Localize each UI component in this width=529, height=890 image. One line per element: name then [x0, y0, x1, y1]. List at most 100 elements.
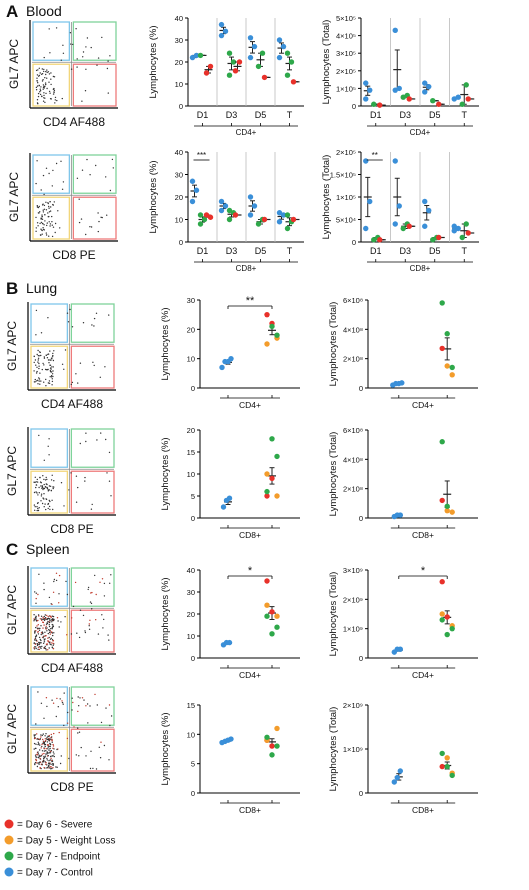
y-tick-label: 5: [191, 760, 195, 769]
flow-event-dot: [36, 625, 38, 627]
flow-event-dot: [35, 602, 37, 604]
y-tick-label: 1×10⁹: [343, 625, 363, 634]
flow-event-dot: [70, 43, 72, 45]
flow-event-dot: [44, 503, 46, 505]
flow-event-dot: [86, 37, 89, 39]
data-point-endpoint: [463, 82, 469, 88]
flow-event-dot: [69, 32, 72, 34]
flow-event-dot: [56, 99, 58, 102]
flow-event-dot: [45, 167, 48, 169]
flow-event-dot: [49, 485, 52, 487]
flow-event-dot: [79, 442, 82, 445]
flow-event-dot: [44, 220, 46, 222]
flow-event-dot: [39, 90, 42, 92]
flow-event-dot: [97, 212, 99, 214]
flow-event-dot: [63, 692, 65, 694]
gate-q1-blue: [30, 428, 69, 468]
flow-event-dot: [45, 234, 48, 236]
flow-event-dot: [37, 82, 39, 84]
flow-event-dot: [43, 506, 45, 508]
flow-event-dot: [39, 91, 41, 93]
flow-event-dot: [38, 641, 40, 644]
flow-event-dot: [75, 754, 78, 756]
flow-event-dot: [45, 625, 47, 627]
data-point-control: [222, 203, 229, 209]
flow-event-dot: [92, 767, 94, 770]
flow-event-dot: [39, 744, 41, 746]
flow-event-dot: [87, 586, 90, 589]
flow-event-dot: [53, 89, 56, 92]
flow-event-dot: [36, 762, 38, 764]
flow-event-dot: [41, 645, 43, 648]
flow-event-dot: [52, 640, 54, 642]
flow-event-dot: [48, 621, 51, 624]
flow-event-dot: [40, 734, 42, 736]
flow-event-dot: [40, 218, 43, 220]
x-tick-label: T: [462, 110, 468, 120]
flow-event-dot: [68, 757, 70, 760]
flow-event-dot: [43, 68, 45, 71]
flow-event-dot: [49, 638, 52, 640]
flow-event-dot: [70, 633, 73, 635]
flow-event-dot: [47, 503, 49, 506]
flow-event-dot: [35, 486, 37, 489]
flow-event-dot: [42, 738, 44, 741]
flow-event-dot: [40, 647, 42, 650]
data-point-severe: [444, 614, 450, 620]
flow-event-dot: [40, 86, 42, 88]
data-point-endpoint: [444, 503, 450, 509]
gate-q3-yellow: [30, 345, 69, 389]
data-point-endpoint: [444, 763, 450, 770]
flow-event-dot: [90, 508, 93, 510]
flow-event-dot: [41, 734, 43, 737]
flow-event-dot: [96, 704, 99, 706]
flow-event-dot: [36, 370, 38, 373]
flow-event-dot: [99, 757, 102, 759]
flow-y-label: GL7 APC: [5, 585, 19, 635]
flow-event-dot: [44, 743, 47, 746]
data-point-control: [422, 223, 428, 229]
flow-event-dot: [50, 628, 52, 630]
flow-event-dot: [100, 741, 102, 743]
flow-event-dot: [41, 745, 43, 748]
data-point-endpoint: [284, 212, 291, 218]
flow-event-dot: [35, 597, 37, 600]
flow-event-dot: [42, 475, 44, 477]
flow-event-dot: [40, 332, 43, 334]
y-tick-label: 10: [175, 80, 183, 89]
flow-event-dot: [61, 97, 63, 100]
flow-event-dot: [34, 481, 36, 484]
flow-event-dot: [91, 503, 93, 506]
flow-event-dot: [33, 742, 36, 745]
data-point-control: [226, 495, 233, 501]
flow-plot: CD8 PE GL7 APC: [5, 685, 116, 794]
flow-event-dot: [35, 216, 37, 219]
flow-event-dot: [81, 169, 84, 171]
data-point-endpoint: [444, 631, 450, 638]
flow-event-dot: [46, 751, 48, 753]
flow-event-dot: [34, 509, 36, 511]
flow-event-dot: [51, 366, 53, 368]
flow-event-dot: [93, 317, 96, 320]
data-point-endpoint: [449, 364, 455, 371]
data-point-control: [226, 639, 233, 646]
y-tick-label: 3×10⁹: [343, 566, 363, 575]
flow-event-dot: [38, 486, 40, 489]
data-point-weight_loss: [439, 611, 445, 617]
flow-event-dot: [97, 633, 100, 635]
flow-event-dot: [89, 226, 91, 228]
flow-event-dot: [48, 90, 51, 93]
data-point-endpoint: [463, 221, 469, 227]
flow-event-dot: [52, 751, 55, 753]
flow-event-dot: [58, 574, 61, 577]
flow-event-dot: [51, 642, 53, 644]
flow-event-dot: [95, 593, 97, 596]
flow-event-dot: [78, 221, 81, 224]
y-axis-label: Lymphocytes (Total): [321, 155, 332, 240]
flow-event-dot: [56, 697, 58, 700]
data-point-control: [426, 207, 432, 214]
flow-event-dot: [38, 755, 40, 758]
flow-event-dot: [103, 744, 106, 747]
flow-event-dot: [49, 223, 52, 225]
flow-event-dot: [47, 353, 50, 355]
